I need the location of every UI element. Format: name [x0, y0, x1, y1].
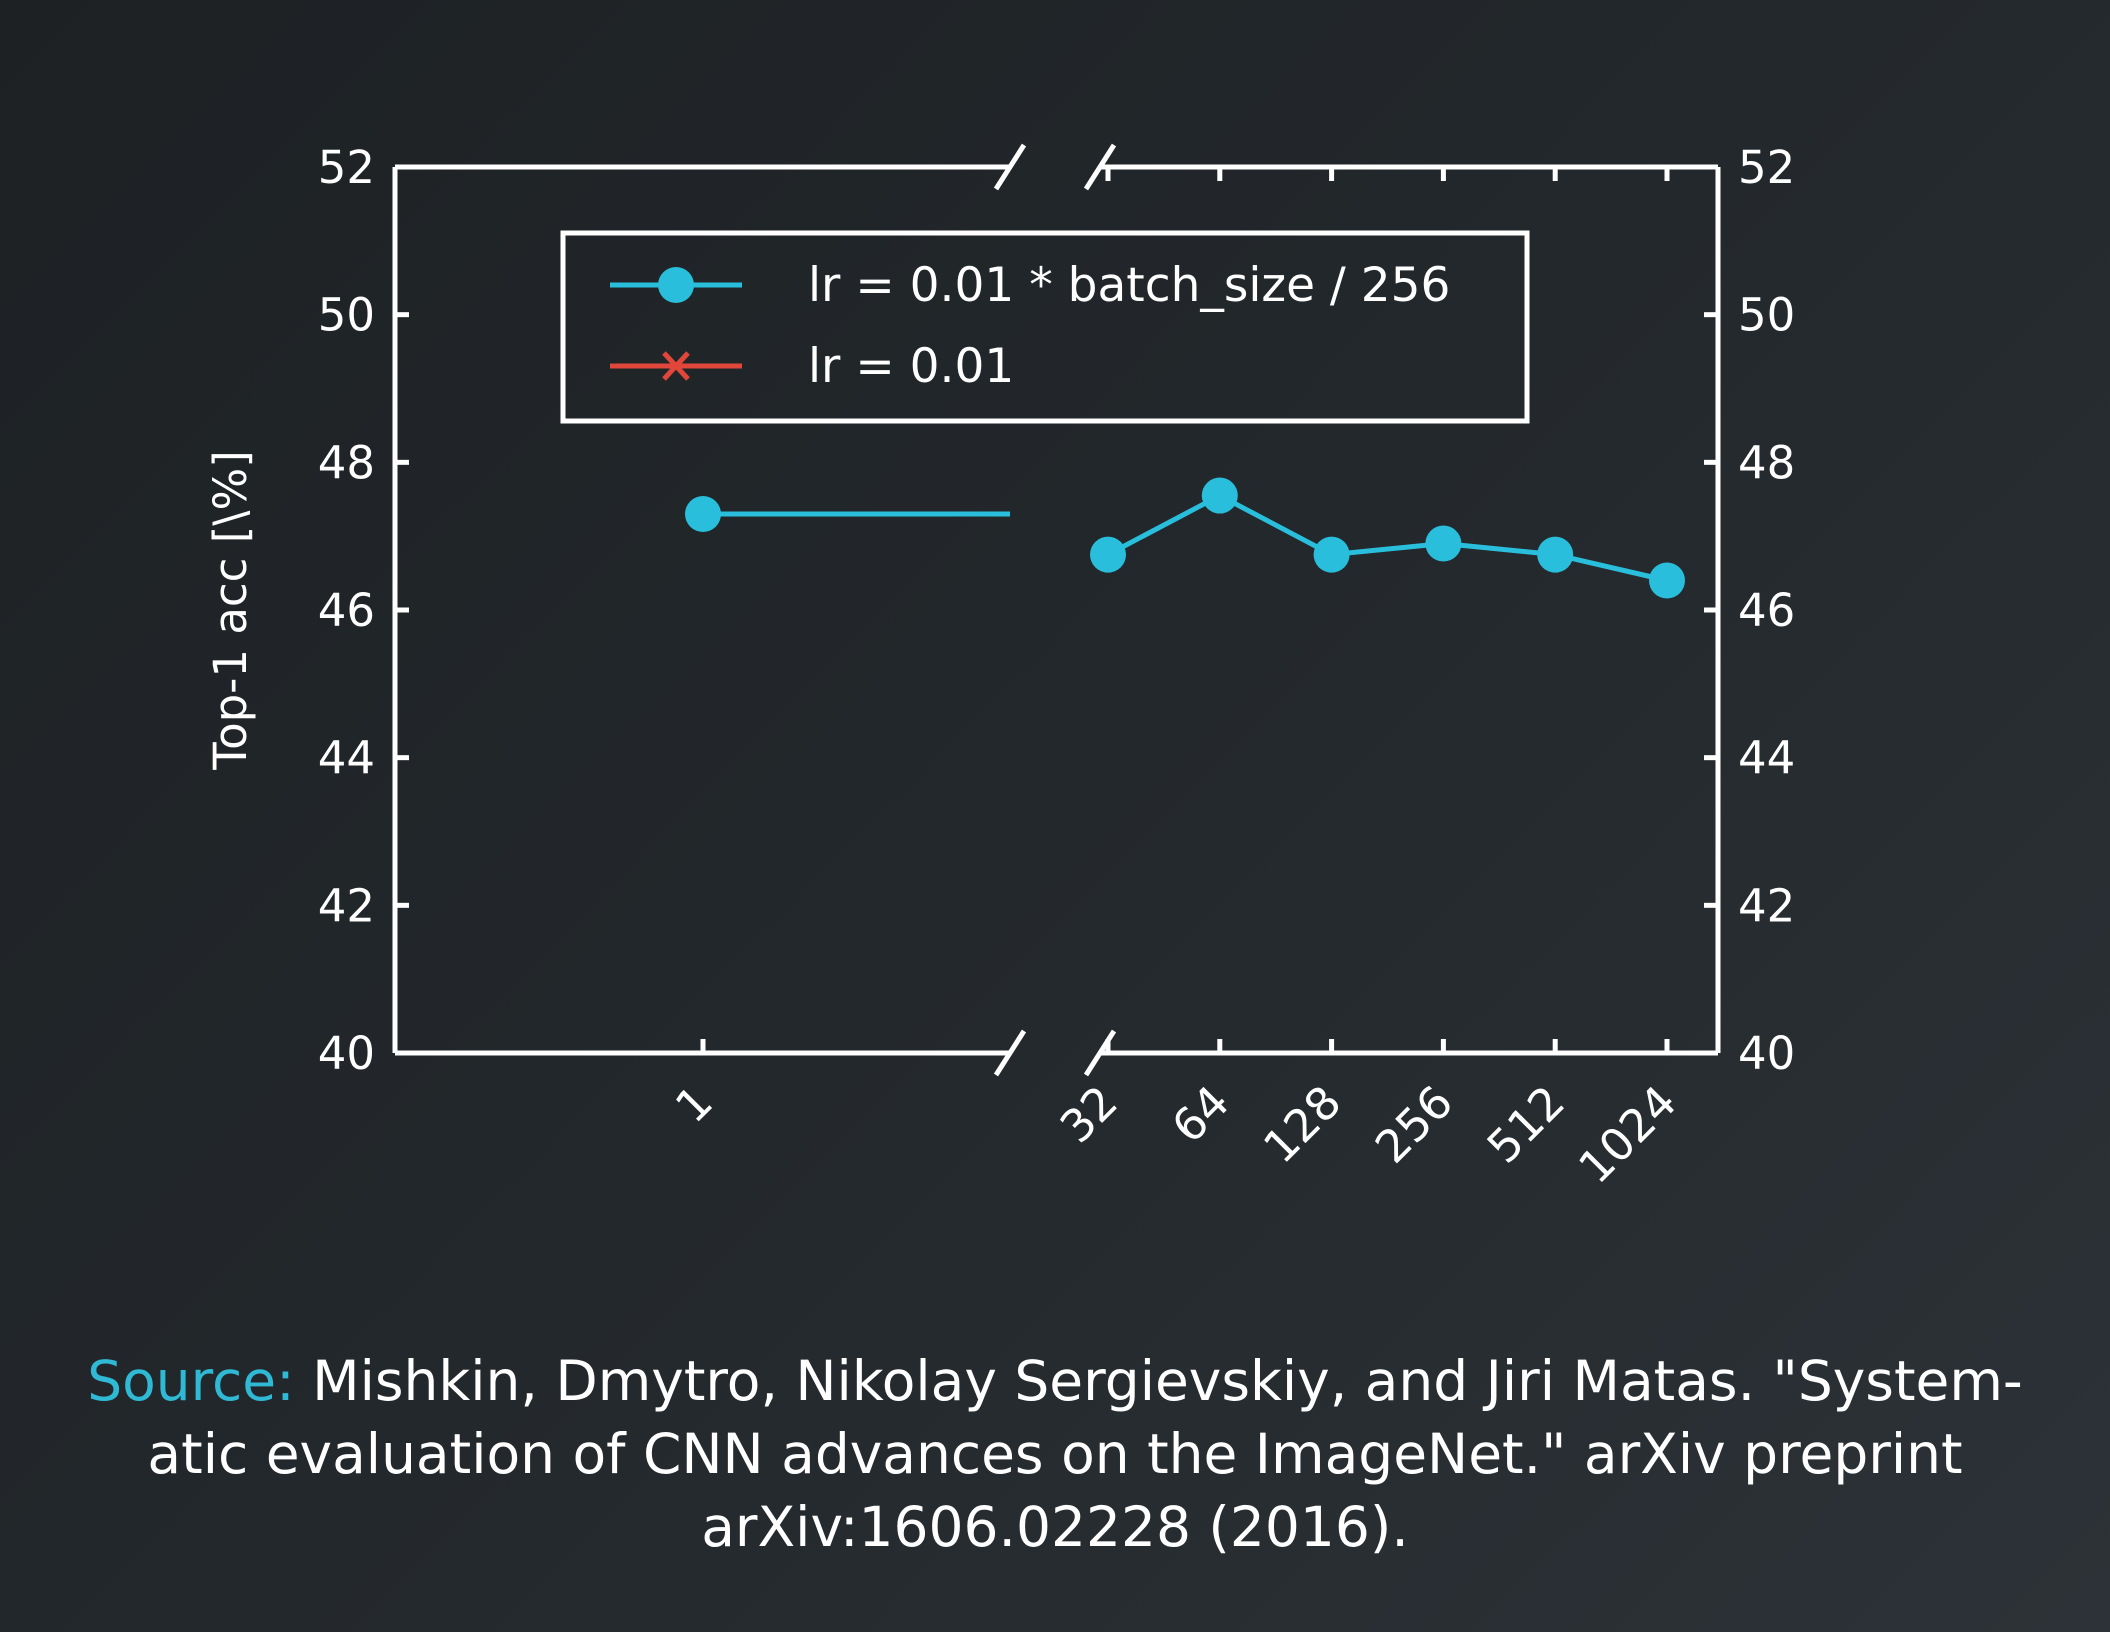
- axis-break-mark: [1083, 143, 1117, 191]
- y-tick-label-right: 50: [1738, 289, 1795, 342]
- data-point: [685, 496, 721, 533]
- series-line-right: [1106, 492, 1668, 583]
- data-point: [1649, 562, 1685, 599]
- y-tick-label-right: 52: [1738, 141, 1795, 194]
- x-tick-label: 1024: [1568, 1075, 1686, 1193]
- legend-marker-x: [662, 351, 690, 381]
- legend-entry-label: lr = 0.01: [808, 339, 1014, 394]
- y-tick-label-left: 48: [318, 436, 375, 489]
- y-tick-label-left: 46: [318, 584, 375, 637]
- data-point: [1090, 536, 1126, 573]
- y-tick-label-right: 48: [1738, 436, 1795, 489]
- x-tick-label: 64: [1162, 1075, 1240, 1153]
- legend-entry-label: lr = 0.01 * batch_size / 256: [808, 258, 1450, 313]
- y-tick-label-right: 44: [1738, 732, 1795, 785]
- axis-break-mark: [993, 1029, 1027, 1077]
- y-tick-label-right: 46: [1738, 584, 1795, 637]
- axis-break-mark: [993, 143, 1027, 191]
- data-point: [1537, 536, 1574, 573]
- y-tick-label-left: 50: [318, 289, 375, 342]
- data-point: [1313, 536, 1350, 573]
- y-tick-label-left: 42: [318, 879, 375, 932]
- y-tick-label-left: 40: [318, 1027, 375, 1080]
- data-point: [1425, 525, 1462, 562]
- x-tick-label: 512: [1477, 1075, 1575, 1173]
- legend-marker-circle: [658, 267, 694, 303]
- x-tick-label: 256: [1365, 1075, 1463, 1173]
- x-tick-label: 1: [665, 1075, 723, 1133]
- data-point: [1201, 477, 1238, 514]
- y-tick-label-left: 52: [318, 141, 375, 194]
- source-citation: Mishkin, Dmytro, Nikolay Sergievskiy, an…: [147, 1349, 2023, 1559]
- line-chart: 40 40 42 42 44 44 46 46 48 48 50 50 52 52 Top-1 acc [\…: [204, 141, 1795, 1193]
- y-tick-label-right: 42: [1738, 879, 1795, 932]
- y-tick-label-right: 40: [1738, 1027, 1795, 1080]
- source-caption: Source: Mishkin, Dmytro, Nikolay Sergiev…: [60, 1345, 2050, 1564]
- legend-box: [560, 230, 1530, 424]
- x-tick-label: 128: [1253, 1075, 1351, 1173]
- axis-break-mark: [1083, 1029, 1117, 1077]
- source-label: Source:: [87, 1349, 295, 1413]
- x-tick-label: 32: [1050, 1075, 1128, 1153]
- y-tick-label-left: 44: [318, 732, 375, 785]
- y-axis-label: Top-1 acc [\%]: [204, 450, 257, 771]
